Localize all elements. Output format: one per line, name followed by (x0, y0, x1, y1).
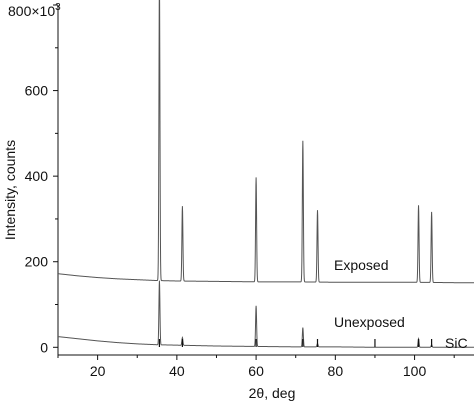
y-top-tick-label: 800 (8, 3, 32, 19)
x-tick-label-60: 60 (248, 363, 264, 379)
y-tick-label-200: 200 (25, 254, 49, 270)
y-axis-title: Intensity, counts (2, 140, 18, 240)
x-tick-label-20: 20 (90, 363, 106, 379)
x-axis-title: 2θ, deg (249, 385, 296, 401)
reference-label-sic: SiC (445, 335, 468, 351)
x-tick-label-40: 40 (169, 363, 185, 379)
series-line-unexposed (57, 280, 474, 348)
x-tick-label-80: 80 (328, 363, 344, 379)
y-tick-label-0: 0 (40, 339, 48, 355)
y-multiplier-label: 800×103 (8, 2, 61, 19)
series-line-exposed (57, 0, 474, 284)
y-tick-label-600: 600 (25, 83, 49, 99)
series-label-unexposed: Unexposed (334, 314, 405, 330)
y-multiplier-base: ×10 (31, 3, 55, 19)
y-multiplier-exponent: 3 (55, 2, 61, 13)
y-tick-label-400: 400 (25, 168, 49, 184)
series-label-exposed: Exposed (334, 257, 388, 273)
x-tick-label-100: 100 (403, 363, 427, 379)
